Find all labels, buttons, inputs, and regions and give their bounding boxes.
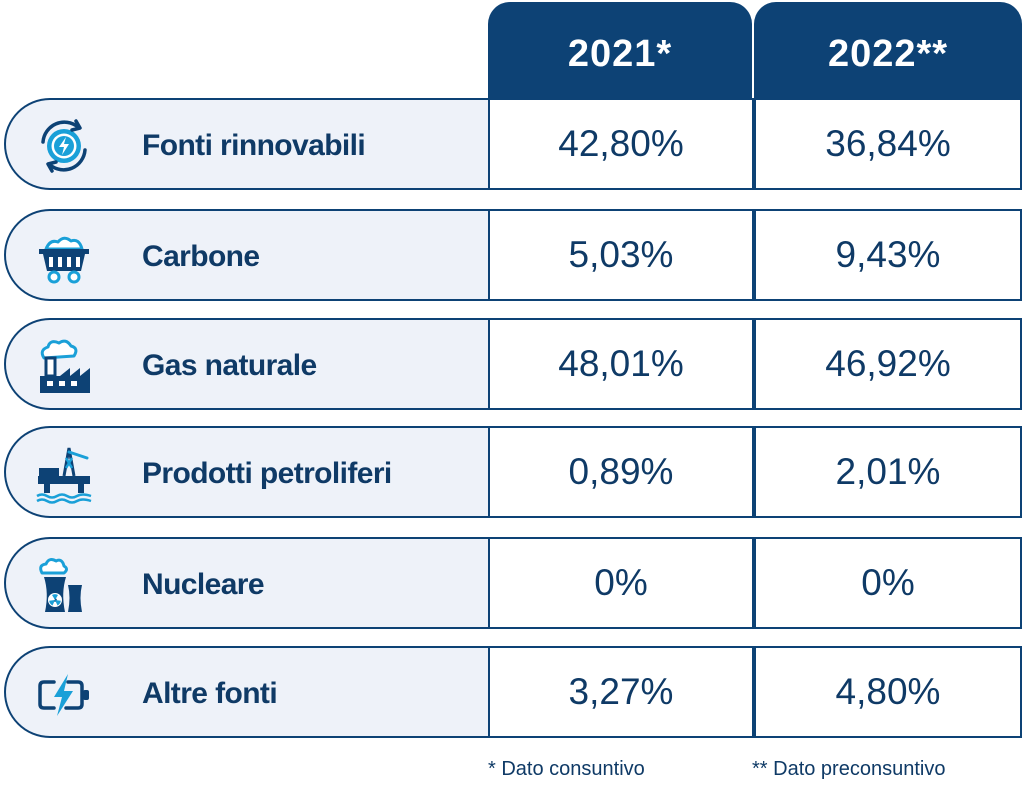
table-row-gas-naturale: Gas naturale 48,01% 46,92%	[4, 318, 1022, 410]
value-cell-2022: 0%	[754, 537, 1022, 629]
nuclear-plant-icon	[34, 555, 94, 615]
row-label: Carbone	[142, 240, 260, 273]
row-label-pill: Altre fonti	[4, 646, 492, 738]
value-cell-2022: 4,80%	[754, 646, 1022, 738]
row-label-pill: Prodotti petroliferi	[4, 426, 492, 518]
value-cell-2021: 0%	[488, 537, 754, 629]
table-row-fonti-rinnovabili: Fonti rinnovabili 42,80% 36,84%	[4, 98, 1022, 190]
table-row-nucleare: Nucleare 0% 0%	[4, 537, 1022, 629]
oil-platform-icon	[34, 444, 94, 504]
row-label-pill: Gas naturale	[4, 318, 492, 410]
row-label: Nucleare	[142, 568, 265, 601]
value-cell-2022: 46,92%	[754, 318, 1022, 410]
value-cell-2022: 9,43%	[754, 209, 1022, 301]
table-row-prodotti-petroliferi: Prodotti petroliferi 0,89% 2,01%	[4, 426, 1022, 518]
row-label-pill: Carbone	[4, 209, 492, 301]
renewable-energy-icon	[34, 116, 94, 176]
row-label: Prodotti petroliferi	[142, 457, 392, 490]
battery-bolt-icon	[34, 664, 94, 724]
table-row-altre-fonti: Altre fonti 3,27% 4,80%	[4, 646, 1022, 738]
row-label: Fonti rinnovabili	[142, 129, 366, 162]
column-header-2021: 2021*	[488, 2, 752, 98]
value-cell-2021: 3,27%	[488, 646, 754, 738]
row-label: Gas naturale	[142, 349, 317, 382]
value-cell-2022: 36,84%	[754, 98, 1022, 190]
value-cell-2021: 0,89%	[488, 426, 754, 518]
coal-cart-icon	[34, 227, 94, 287]
row-label: Altre fonti	[142, 677, 278, 710]
gas-factory-icon	[34, 336, 94, 396]
row-label-pill: Nucleare	[4, 537, 492, 629]
column-header-2022: 2022**	[754, 2, 1022, 98]
value-cell-2021: 42,80%	[488, 98, 754, 190]
footnote-consuntivo: * Dato consuntivo	[488, 758, 645, 780]
row-label-pill: Fonti rinnovabili	[4, 98, 492, 190]
footnote-preconsuntivo: ** Dato preconsuntivo	[752, 758, 946, 780]
value-cell-2022: 2,01%	[754, 426, 1022, 518]
table-row-carbone: Carbone 5,03% 9,43%	[4, 209, 1022, 301]
value-cell-2021: 5,03%	[488, 209, 754, 301]
value-cell-2021: 48,01%	[488, 318, 754, 410]
